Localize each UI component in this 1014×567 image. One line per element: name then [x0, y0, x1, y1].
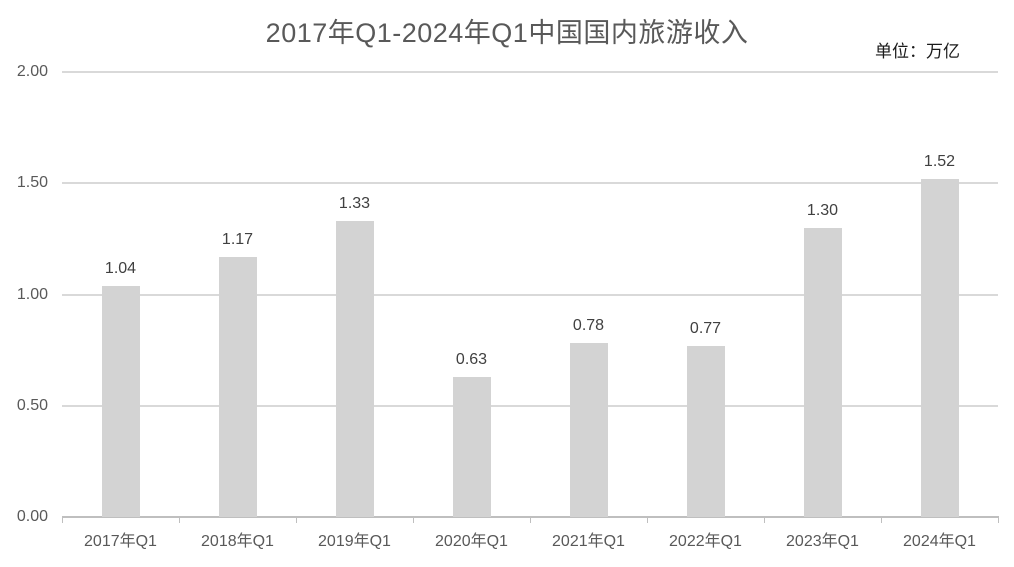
x-axis-tick [764, 517, 765, 523]
x-axis-tick [647, 517, 648, 523]
bar-value-label: 1.30 [806, 201, 839, 219]
x-axis-tick [296, 517, 297, 523]
chart-title: 2017年Q1-2024年Q1中国国内旅游收入 [265, 18, 749, 48]
x-axis-tick [179, 517, 180, 523]
y-tick-label: 0.50 [16, 396, 48, 414]
y-tick-label: 1.00 [16, 285, 48, 303]
bar-value-label: 1.52 [923, 152, 956, 170]
x-tick-label: 2024年Q1 [903, 533, 976, 550]
y-tick-label: 2.00 [16, 63, 48, 80]
bar [569, 343, 608, 517]
bar-value-label: 1.33 [338, 195, 371, 213]
bar-value-label: 0.78 [572, 317, 605, 335]
y-tick-label: 0.00 [16, 508, 48, 525]
bar [686, 345, 725, 517]
x-tick-label: 2022年Q1 [669, 533, 742, 550]
x-axis-tick [881, 517, 882, 523]
x-axis-tick [62, 517, 63, 523]
bar [920, 178, 959, 517]
gridline [62, 71, 998, 73]
bar-value-label: 0.63 [455, 350, 488, 368]
x-axis-tick [998, 517, 999, 523]
gridline [62, 182, 998, 185]
x-tick-label: 2023年Q1 [786, 533, 859, 550]
bar-value-label: 1.17 [221, 230, 254, 248]
bar [218, 256, 257, 517]
unit-label: 单位：万亿 [875, 42, 960, 61]
x-tick-label: 2019年Q1 [318, 533, 391, 550]
bar [803, 227, 842, 517]
x-tick-label: 2017年Q1 [84, 533, 157, 550]
y-tick-label: 1.50 [16, 174, 48, 192]
x-tick-label: 2020年Q1 [435, 533, 508, 550]
x-axis-tick [530, 517, 531, 523]
bar [335, 221, 374, 517]
gridline [62, 293, 998, 296]
gridline [62, 404, 998, 407]
bar-value-label: 0.77 [689, 319, 722, 337]
bar [452, 376, 491, 517]
bar-value-label: 1.04 [104, 259, 137, 277]
x-tick-label: 2018年Q1 [201, 533, 274, 550]
x-axis-tick [413, 517, 414, 523]
bar [101, 285, 140, 517]
x-tick-label: 2021年Q1 [552, 533, 625, 550]
